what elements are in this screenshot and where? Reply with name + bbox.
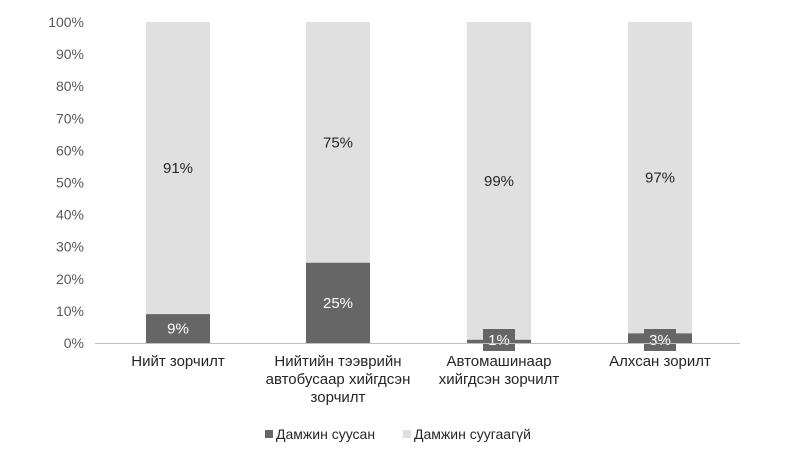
data-label-transferred: 9%: [167, 321, 189, 338]
y-tick-label: 10%: [56, 303, 84, 319]
data-label-transferred: 25%: [323, 295, 353, 312]
data-label-not-transferred: 91%: [163, 160, 193, 177]
x-tick-label: Автомашинаар: [446, 353, 551, 370]
bar-segment-not-transferred: [467, 22, 531, 340]
y-tick-label: 100%: [48, 14, 84, 30]
x-tick-label: хийгдсэн зорчилт: [439, 371, 560, 388]
legend: Дамжин суусан Дамжин суугаагүй: [265, 426, 531, 442]
y-tick-label: 50%: [56, 175, 84, 191]
legend-swatch: [403, 430, 411, 438]
bar-segment-not-transferred: [306, 22, 370, 263]
data-label-not-transferred: 75%: [323, 134, 353, 151]
data-label-box: [483, 329, 515, 351]
bar-segment-transferred: [306, 262, 370, 343]
y-tick-label: 40%: [56, 207, 84, 223]
legend-label: Дамжин суусан: [276, 426, 375, 442]
data-label-transferred: 1%: [488, 332, 510, 349]
x-tick-label: автобусаар хийгдсэн: [266, 371, 411, 388]
y-tick-label: 70%: [56, 110, 84, 126]
y-tick-label: 0%: [64, 335, 84, 351]
data-label-box: [644, 329, 676, 351]
y-tick-label: 20%: [56, 271, 84, 287]
x-tick-label: Алхсан зорилт: [609, 353, 711, 370]
bar-segment-not-transferred: [146, 22, 210, 315]
y-tick-label: 80%: [56, 78, 84, 94]
bar-segment-transferred: [146, 314, 210, 343]
y-tick-label: 30%: [56, 239, 84, 255]
data-label-not-transferred: 99%: [484, 173, 514, 190]
data-label-not-transferred: 97%: [645, 170, 675, 187]
y-axis: 0% 10% 20% 30% 40% 50% 60% 70% 80% 90% 100%: [48, 14, 84, 351]
legend-label: Дамжин суугаагүй: [414, 426, 531, 442]
bar-segment-not-transferred: [628, 22, 692, 334]
x-tick-label: зорчилт: [311, 389, 366, 406]
x-tick-label: Нийтийн тээврийн: [274, 353, 401, 370]
x-tick-label: Нийт зорчилт: [131, 353, 225, 370]
legend-swatch: [265, 430, 273, 438]
y-tick-label: 90%: [56, 46, 84, 62]
data-label-transferred: 3%: [649, 332, 671, 349]
y-tick-label: 60%: [56, 142, 84, 158]
plot-area: 91% 9% 75% 25% 99% 1% 97% 3%: [146, 22, 692, 351]
